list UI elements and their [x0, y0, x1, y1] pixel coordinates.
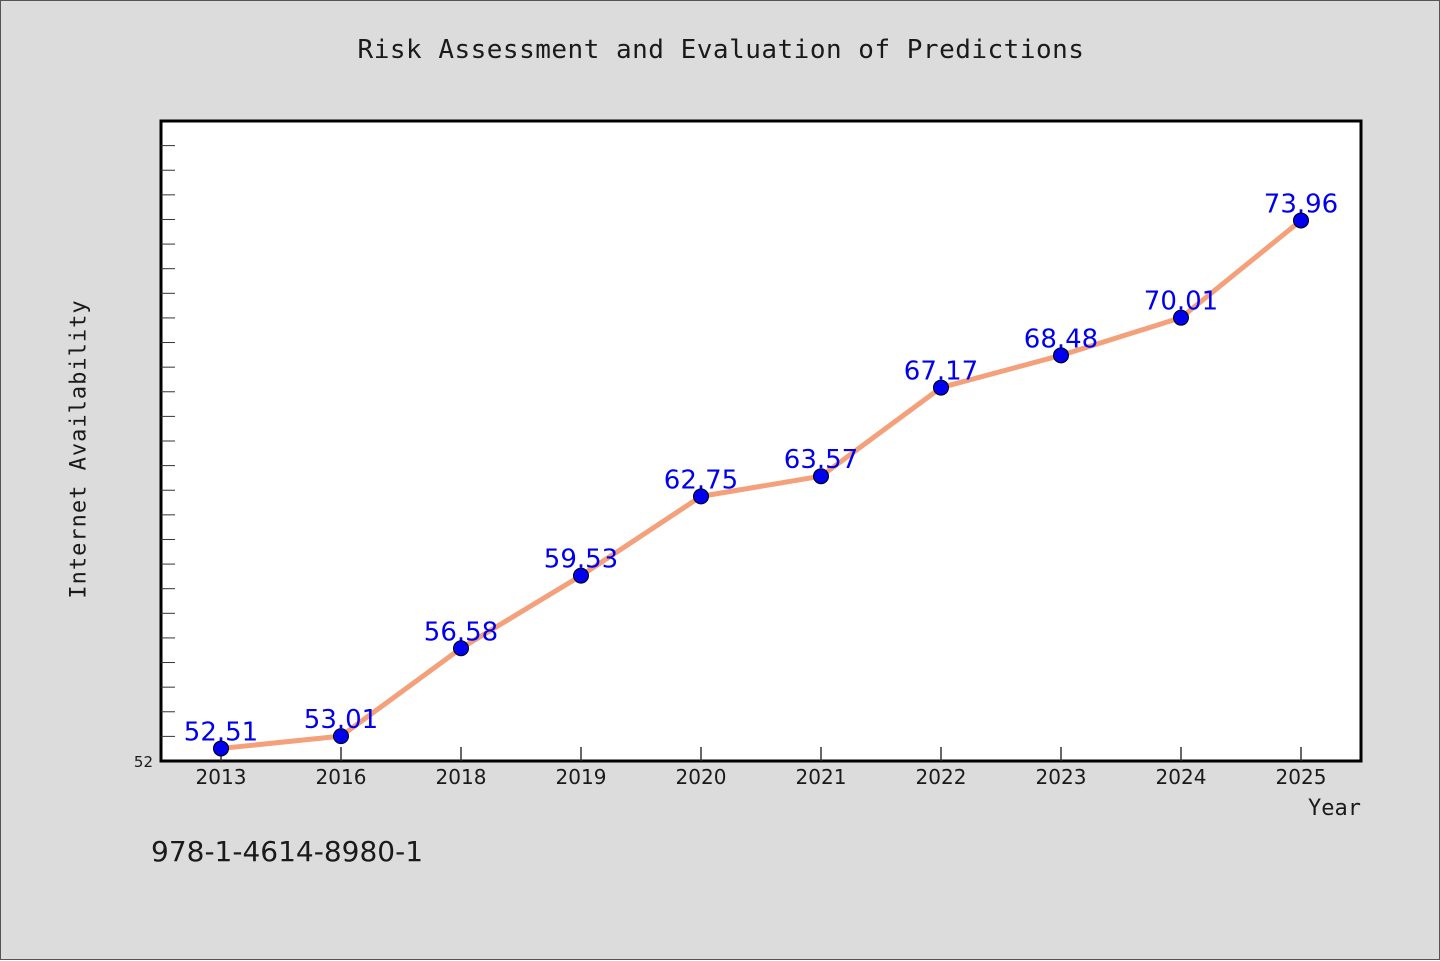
x-tick-label: 2020	[676, 765, 727, 789]
data-point-marker	[333, 728, 349, 745]
x-tick-label: 2019	[556, 765, 607, 789]
x-tick-label: 2025	[1276, 765, 1327, 789]
data-point-marker	[453, 640, 469, 657]
x-tick-label: 2013	[196, 765, 247, 789]
x-tick-label: 2018	[436, 765, 487, 789]
data-label: 70.01	[1144, 287, 1218, 317]
data-label: 52.51	[184, 717, 258, 747]
x-axis-title: Year	[1308, 796, 1361, 821]
data-point-marker	[693, 488, 709, 505]
data-label: 67.17	[904, 357, 978, 387]
data-point-marker	[213, 740, 229, 757]
data-label: 59.53	[544, 545, 618, 575]
x-tick-label: 2024	[1156, 765, 1207, 789]
y-tick-label: 52	[134, 753, 153, 771]
data-point-marker	[573, 567, 589, 584]
data-label: 62.75	[664, 465, 738, 495]
data-point-marker	[933, 379, 949, 396]
data-point-marker	[1173, 309, 1189, 326]
series-line	[218, 217, 1304, 751]
data-point-marker	[1293, 212, 1309, 229]
x-tick-label: 2022	[916, 765, 967, 789]
chart-title: Risk Assessment and Evaluation of Predic…	[357, 35, 1085, 65]
x-tick-label: 2023	[1036, 765, 1087, 789]
data-label: 68.48	[1024, 324, 1098, 354]
data-label: 73.96	[1264, 189, 1338, 219]
plot-area	[159, 119, 1363, 763]
data-label: 63.57	[784, 445, 858, 475]
x-tick-label: 2021	[796, 765, 847, 789]
data-label: 56.58	[424, 617, 498, 647]
data-label: 53.01	[304, 705, 378, 735]
footnote-text: 978-1-4614-8980-1	[151, 835, 424, 868]
data-point-marker	[813, 468, 829, 485]
data-point-marker	[1053, 347, 1069, 364]
x-tick-label: 2016	[316, 765, 367, 789]
